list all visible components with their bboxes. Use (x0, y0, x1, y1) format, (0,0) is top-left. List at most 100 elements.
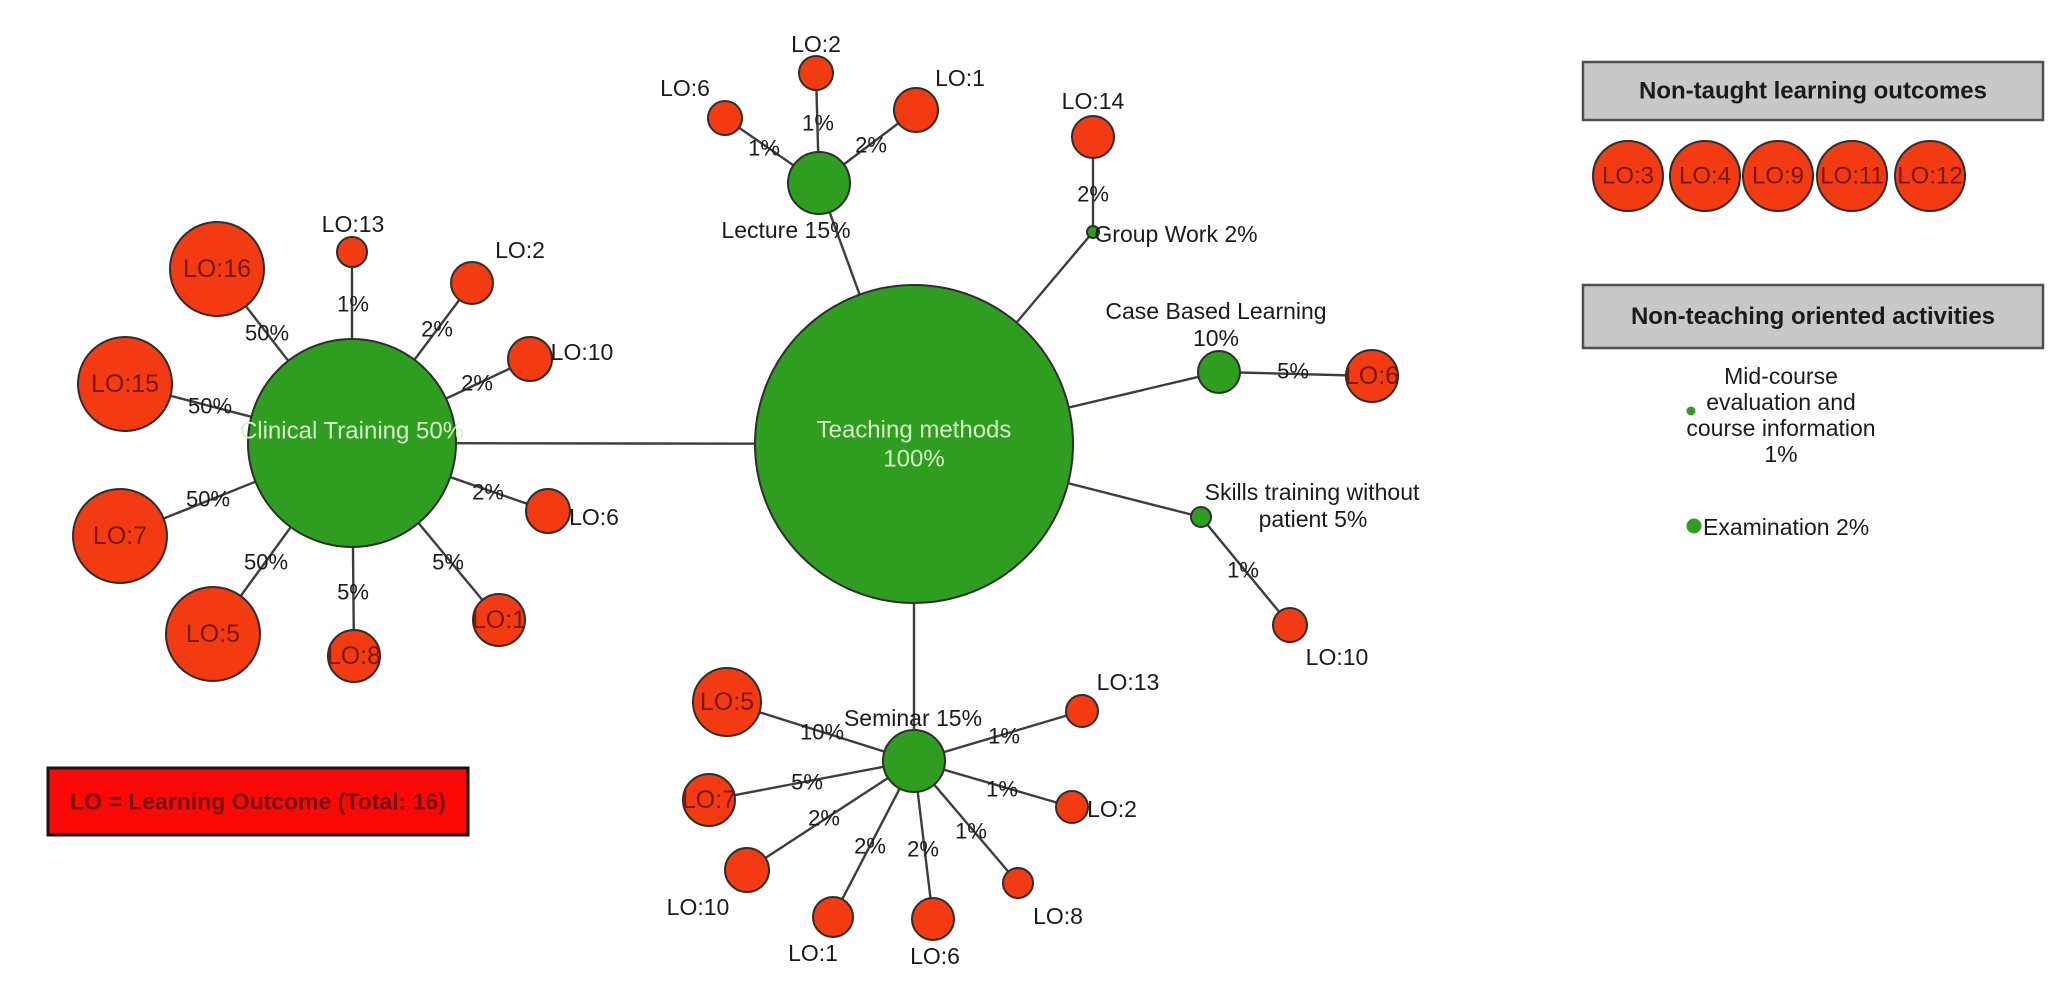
activity-label-1-0: Examination 2% (1703, 514, 1869, 540)
pct-lo10-skills: 1% (1227, 558, 1259, 583)
node-clinical-training (247, 338, 457, 548)
pct-lo7-seminar: 5% (791, 770, 823, 795)
legend-outcome-label-2: LO:9 (1752, 163, 1804, 190)
activity-label-0-0: Mid-course (1724, 363, 1838, 389)
label-lo5-seminar: LO:5 (700, 688, 754, 716)
pct-lo6-lecture: 1% (748, 136, 780, 161)
label-teaching-methods-1: 100% (883, 446, 944, 473)
node-lo1-clinical (472, 593, 526, 647)
label-lo7-seminar: LO:7 (682, 786, 736, 814)
legend-non-teaching-box (1581, 283, 2045, 350)
label-case-based-learning-0: Case Based Learning (1105, 298, 1326, 324)
legend-outcome-circle-0 (1592, 140, 1664, 212)
node-lo10-skills (1272, 607, 1308, 643)
label-lo8-clinical: LO:8 (327, 642, 381, 670)
legend-non-taught-title: Non-taught learning outcomes (1639, 78, 1987, 105)
label-lo6-lecture: LO:6 (660, 75, 710, 101)
label-lo8-seminar: LO:8 (1033, 903, 1083, 929)
label-lo6-cbl: LO:6 (1345, 362, 1399, 390)
key-label: LO = Learning Outcome (Total: 16) (70, 789, 446, 815)
node-group-work (1086, 225, 1100, 239)
pct-lo8-clinical: 5% (337, 580, 369, 605)
pct-lo16-clinical: 50% (245, 321, 289, 346)
pct-lo1-lecture: 2% (855, 133, 887, 158)
pct-lo10-seminar: 2% (808, 806, 840, 831)
label-lo5-clinical: LO:5 (186, 620, 240, 648)
pct-lo6-clinical: 2% (472, 480, 504, 505)
legend-outcome-label-1: LO:4 (1679, 163, 1731, 190)
node-lo10-clinical (507, 336, 553, 382)
label-teaching-methods-0: Teaching methods (817, 417, 1012, 444)
node-lo5-seminar (692, 667, 762, 737)
activity-label-0-2: course information (1686, 415, 1875, 441)
label-case-based-learning-1: 10% (1193, 325, 1239, 351)
pct-lo6-cbl: 5% (1277, 359, 1309, 384)
pct-lo10-clinical: 2% (461, 371, 493, 396)
node-lo8-seminar (1002, 867, 1034, 899)
node-lo16-clinical (169, 221, 265, 317)
pct-lo14-groupwork: 2% (1077, 182, 1109, 207)
legend-outcome-circle-2 (1742, 140, 1814, 212)
node-lo13-clinical (336, 236, 368, 268)
node-lo14-groupwork (1071, 115, 1115, 159)
legend-outcome-label-3: LO:11 (1820, 163, 1884, 190)
label-lo7-clinical: LO:7 (93, 522, 147, 550)
node-case-based-learning (1197, 350, 1241, 394)
label-lo14-groupwork: LO:14 (1062, 88, 1125, 114)
node-lecture (787, 151, 851, 215)
pct-lo1-seminar: 2% (854, 834, 886, 859)
node-lo10-seminar (724, 847, 770, 893)
node-lo1-lecture (893, 87, 939, 133)
node-lo6-clinical (525, 488, 571, 534)
pct-lo5-clinical: 50% (244, 550, 288, 575)
pct-lo15-clinical: 50% (188, 394, 232, 419)
label-lo10-seminar: LO:10 (667, 894, 730, 920)
legend-outcome-circle-3 (1816, 140, 1888, 212)
node-lo2-clinical (450, 261, 494, 305)
label-clinical-training-0: Clinical Training 50% (240, 418, 464, 445)
edge-lo10-skills (1200, 516, 1291, 626)
node-lo13-seminar (1065, 694, 1099, 728)
node-lo5-clinical (165, 586, 261, 682)
pct-lo2-seminar: 1% (986, 777, 1018, 802)
label-lo16-clinical: LO:16 (183, 255, 251, 283)
node-lo8-clinical (327, 629, 381, 683)
pct-lo13-clinical: 1% (337, 292, 369, 317)
pct-lo2-clinical: 2% (421, 317, 453, 342)
label-skills-training-0: Skills training without (1205, 479, 1420, 505)
pct-lo5-seminar: 10% (800, 720, 844, 745)
label-skills-training-1: patient 5% (1259, 506, 1368, 532)
pct-lo7-clinical: 50% (186, 487, 230, 512)
label-lo6-seminar: LO:6 (910, 943, 960, 969)
pct-lo2-lecture: 1% (802, 111, 834, 136)
label-lo13-seminar: LO:13 (1097, 669, 1160, 695)
activity-dot-1 (1686, 518, 1702, 534)
node-teaching-methods (754, 284, 1074, 604)
node-lo7-seminar (682, 773, 736, 827)
label-lo10-clinical: LO:10 (551, 339, 614, 365)
pct-lo13-seminar: 1% (988, 724, 1020, 749)
label-lo2-seminar: LO:2 (1087, 796, 1137, 822)
node-lo7-clinical (72, 488, 168, 584)
legend-outcome-circle-1 (1669, 140, 1741, 212)
node-lo1-seminar (812, 896, 854, 938)
node-lo6-seminar (911, 897, 955, 941)
label-lecture-0: Lecture 15% (721, 217, 850, 243)
edge-lo7-seminar (708, 759, 915, 802)
legend-outcome-circle-4 (1894, 140, 1966, 212)
activity-label-0-1: evaluation and (1706, 389, 1856, 415)
pct-lo8-seminar: 1% (955, 819, 987, 844)
key-box (46, 766, 470, 837)
label-group-work-0: Group Work 2% (1094, 221, 1257, 247)
label-lo6-clinical: LO:6 (569, 504, 619, 530)
node-skills-training (1190, 506, 1212, 528)
label-lo15-clinical: LO:15 (91, 370, 159, 398)
label-lo1-seminar: LO:1 (788, 940, 838, 966)
activity-label-0-3: 1% (1764, 441, 1797, 467)
node-lo2-seminar (1055, 790, 1089, 824)
label-lo10-skills: LO:10 (1306, 644, 1369, 670)
label-seminar-0: Seminar 15% (844, 705, 982, 731)
pct-lo6-seminar: 2% (907, 837, 939, 862)
